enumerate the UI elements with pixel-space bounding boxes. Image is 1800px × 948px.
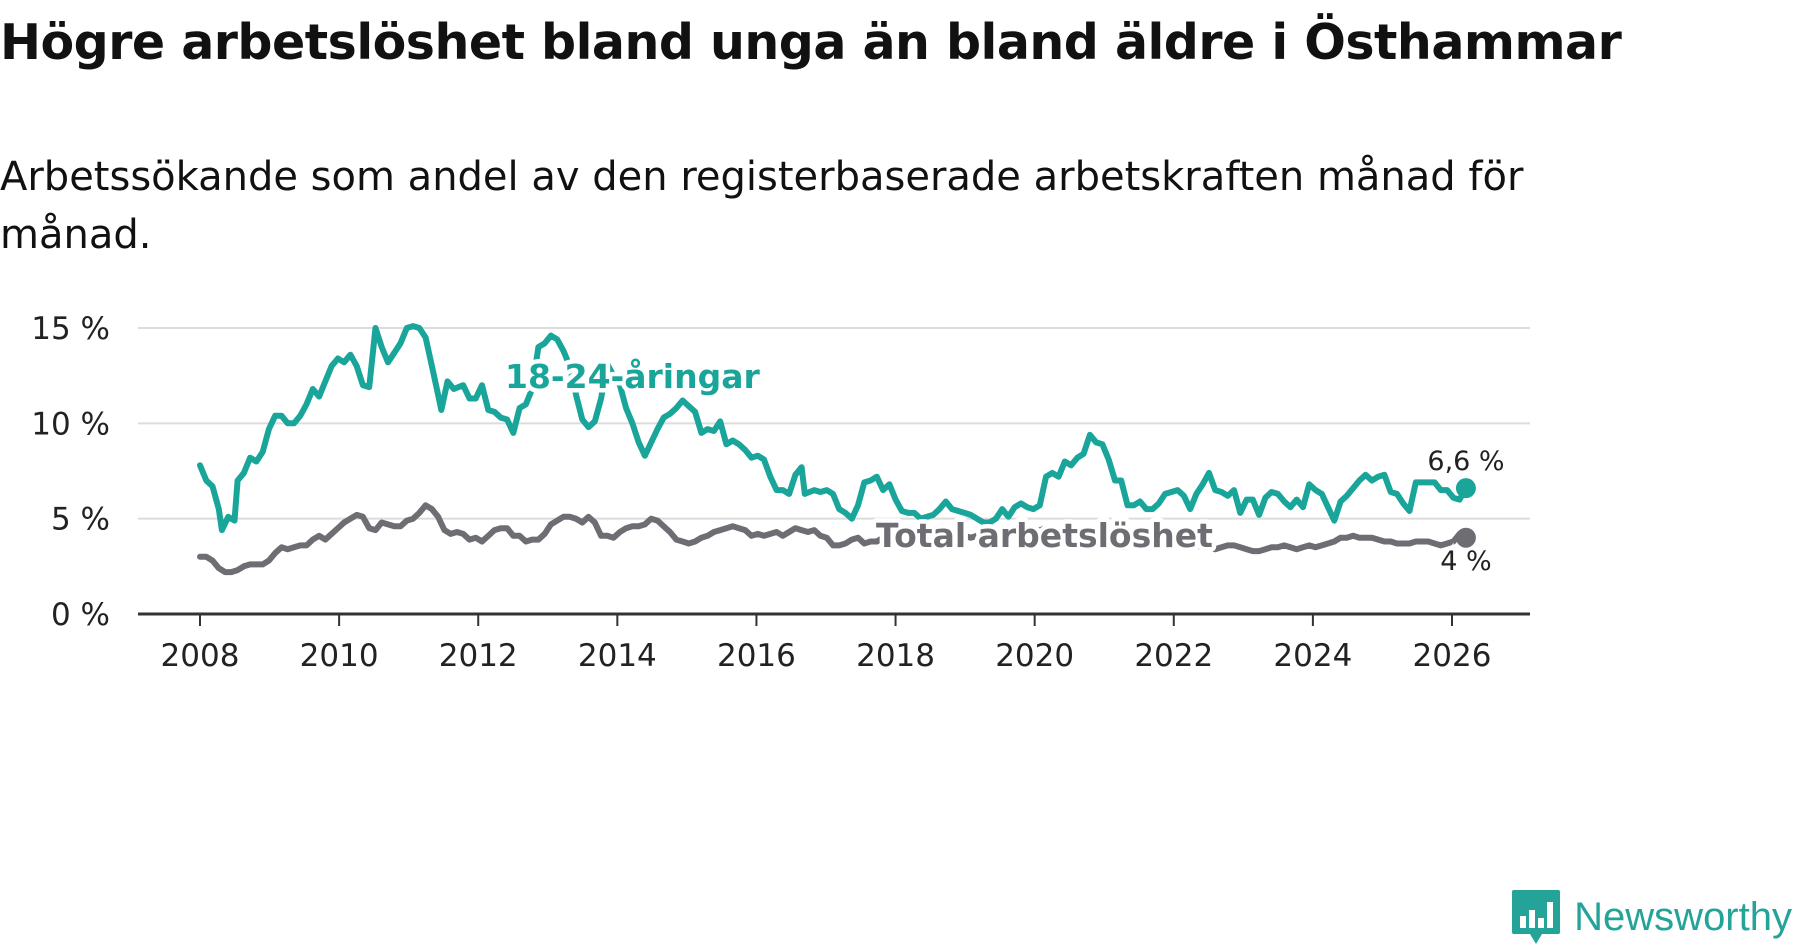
x-tick-label: 2018: [856, 638, 935, 674]
x-tick-label: 2010: [300, 638, 379, 674]
x-tick-label: 2012: [439, 638, 518, 674]
series-label-youth: 18-24-åringar: [505, 357, 760, 396]
y-tick-label: 0 %: [51, 597, 110, 633]
x-tick-label: 2008: [161, 638, 240, 674]
series-label-total: Total arbetslöshet: [876, 516, 1213, 555]
x-tick-label: 2022: [1134, 638, 1213, 674]
end-label-total: 4 %: [1440, 546, 1491, 577]
end-label-youth: 6,6 %: [1427, 446, 1504, 477]
y-tick-label: 10 %: [31, 406, 110, 442]
x-tick-label: 2020: [995, 638, 1074, 674]
x-tick-label: 2016: [717, 638, 796, 674]
series-end-dot-youth: [1455, 478, 1476, 499]
chart-title: Högre arbetslöshet bland unga än bland ä…: [0, 14, 1622, 71]
series-end-dot-total: [1455, 527, 1476, 548]
x-tick-label: 2026: [1413, 638, 1492, 674]
chart-subtitle: Arbetssökande som andel av den registerb…: [0, 154, 1524, 258]
y-tick-label: 15 %: [31, 311, 110, 347]
y-tick-label: 5 %: [51, 502, 110, 538]
brand-logo: Newsworthy: [1510, 888, 1792, 946]
x-tick-label: 2014: [578, 638, 657, 674]
series-line-total: [197, 502, 1469, 576]
x-tick-label: 2024: [1273, 638, 1352, 674]
brand-name: Newsworthy: [1574, 894, 1792, 939]
newsworthy-logo-icon: [1512, 890, 1561, 944]
series-line-youth: [197, 323, 1469, 534]
